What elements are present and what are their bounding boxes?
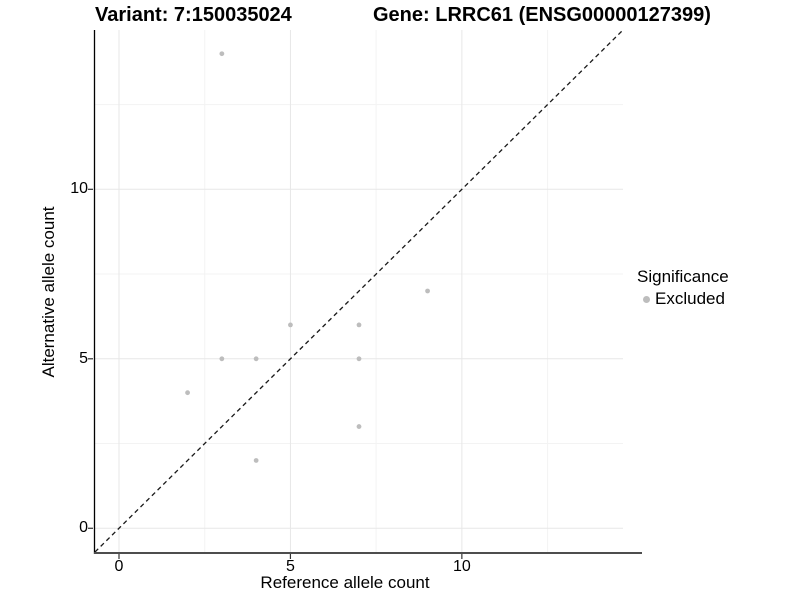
- legend-item-excluded: Excluded: [637, 289, 729, 309]
- y-tick-label: 5: [79, 349, 88, 367]
- x-axis-label: Reference allele count: [260, 573, 430, 592]
- x-tick-label: 10: [452, 558, 471, 575]
- legend-title: Significance: [637, 267, 729, 286]
- x-tick-label: 0: [114, 558, 124, 575]
- legend: Significance Excluded: [637, 267, 729, 309]
- gene-title: Gene: LRRC61 (ENSG00000127399): [373, 4, 711, 26]
- y-axis-label: Alternative allele count: [39, 206, 58, 378]
- y-tick-label: 10: [70, 180, 88, 198]
- legend-item-label: Excluded: [655, 289, 725, 308]
- x-tick-label: 5: [285, 558, 295, 575]
- y-tick-label: 0: [79, 519, 88, 537]
- variant-title: Variant: 7:150035024: [95, 4, 292, 26]
- excluded-point-icon: [643, 295, 650, 303]
